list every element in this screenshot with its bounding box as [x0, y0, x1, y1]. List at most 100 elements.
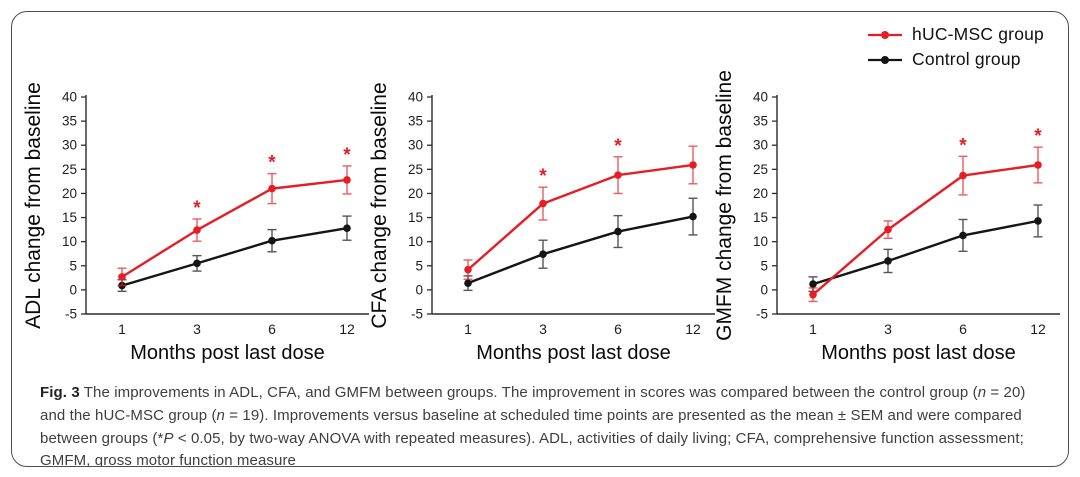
x-axis-label: Months post last dose: [476, 342, 671, 364]
svg-text:3: 3: [193, 321, 201, 337]
data-point: [343, 224, 351, 232]
data-point: [463, 265, 472, 274]
caption-segment: < 0.05, by two-way ANOVA with repeated m…: [40, 429, 1024, 467]
data-point: [959, 231, 967, 240]
svg-text:10: 10: [62, 234, 77, 249]
svg-text:20: 20: [407, 186, 422, 201]
data-point: [809, 290, 817, 299]
x-axis-ticks: 1 3 6 12: [809, 321, 1046, 337]
significance-asterisk: *: [539, 166, 547, 187]
svg-text:25: 25: [62, 162, 77, 177]
svg-text:40: 40: [753, 90, 768, 105]
figure-caption-label: Fig. 3: [40, 384, 80, 401]
data-point: [268, 184, 276, 193]
svg-text:0: 0: [415, 282, 423, 297]
legend-item-control: Control group: [867, 49, 1044, 70]
svg-text:30: 30: [753, 138, 768, 153]
series-line: [121, 226, 348, 287]
caption-segment: = 20) and the hUC-MSC group (: [40, 384, 1026, 424]
svg-text:35: 35: [407, 114, 422, 129]
figure-caption-body: The improvements in ADL, CFA, and GMFM b…: [40, 384, 1026, 467]
series-line: [466, 163, 693, 271]
chart-svg-0: 40 35 30 25 20 15 10 5 0 -5 1 3 6 12 Months post last …: [22, 82, 369, 364]
data-point: [268, 236, 276, 245]
svg-text:40: 40: [62, 90, 77, 105]
data-point: [118, 273, 126, 281]
svg-text:15: 15: [753, 210, 768, 225]
x-axis-label: Months post last dose: [130, 342, 325, 364]
svg-text:-5: -5: [410, 307, 422, 322]
data-point: [884, 225, 892, 234]
y-axis-ticks: 40 35 30 25 20 15 10 5 0 -5: [407, 90, 432, 322]
x-axis-ticks: 1 3 6 12: [464, 321, 701, 337]
y-axis-label: GMFM change from baseline: [715, 70, 736, 341]
legend-line-marker-icon: [868, 30, 903, 39]
svg-text:1: 1: [809, 321, 817, 337]
svg-text:30: 30: [407, 138, 422, 153]
x-axis-label: Months post last dose: [821, 342, 1016, 364]
svg-text:10: 10: [407, 234, 422, 249]
data-point: [538, 199, 547, 208]
significance-asterisk: *: [343, 145, 351, 166]
axes: [430, 95, 715, 315]
chart-legend: hUC-MSC group Control group: [863, 22, 1048, 72]
svg-text:15: 15: [407, 210, 422, 225]
series-control-group: [463, 197, 697, 292]
svg-text:3: 3: [539, 321, 547, 337]
chart-panel-adl: 40 35 30 25 20 15 10 5 0 -5 1 3 6 12 Months post last …: [22, 14, 369, 366]
data-point: [343, 176, 351, 184]
svg-text:35: 35: [62, 114, 77, 129]
svg-text:35: 35: [753, 114, 768, 129]
legend-label: Control group: [912, 49, 1021, 69]
svg-text:15: 15: [62, 210, 77, 225]
y-axis-label: ADL change from baseline: [24, 82, 45, 329]
legend-line-marker-icon: [868, 55, 903, 64]
series-control-group: [117, 215, 352, 293]
data-point: [688, 212, 697, 221]
series-line: [121, 178, 348, 278]
chart-panel-cfa: 40 35 30 25 20 15 10 5 0 -5 1 3 6 12 Months post last …: [368, 14, 715, 366]
y-axis-ticks: 40 35 30 25 20 15 10 5 0 -5: [753, 90, 777, 322]
significance-asterisk: *: [193, 198, 201, 219]
significance-asterisk: *: [959, 135, 967, 156]
data-point: [959, 171, 967, 180]
data-point: [193, 259, 201, 268]
svg-text:-5: -5: [756, 307, 768, 322]
series-control-group: [808, 204, 1043, 293]
y-axis-ticks: 40 35 30 25 20 15 10 5 0 -5: [62, 90, 86, 322]
svg-text:5: 5: [760, 258, 768, 273]
figure-card: 40 35 30 25 20 15 10 5 0 -5 1 3 6 12 Months post last …: [11, 11, 1069, 467]
significance-asterisk: *: [1034, 126, 1042, 147]
svg-text:30: 30: [62, 138, 77, 153]
series-line: [812, 163, 1039, 296]
svg-text:6: 6: [614, 321, 622, 337]
svg-text:40: 40: [407, 90, 422, 105]
caption-segment: n: [216, 406, 225, 424]
svg-text:1: 1: [118, 321, 126, 337]
legend-item-huc-msc: hUC-MSC group: [867, 24, 1044, 45]
data-point: [613, 171, 622, 179]
data-point: [613, 227, 622, 236]
charts-row: 40 35 30 25 20 15 10 5 0 -5 1 3 6 12 Months post last …: [12, 12, 1068, 366]
svg-text:12: 12: [339, 321, 355, 337]
axes: [776, 95, 1060, 315]
svg-text:12: 12: [685, 321, 701, 337]
series-huc-msc-group: **: [463, 136, 697, 280]
caption-segment: n: [977, 384, 987, 401]
figure-caption: Fig. 3 The improvements in ADL, CFA, and…: [12, 366, 1068, 467]
svg-text:25: 25: [407, 162, 422, 177]
data-point: [688, 161, 697, 169]
svg-text:6: 6: [268, 321, 276, 337]
series-line: [812, 219, 1039, 286]
svg-text:20: 20: [753, 186, 768, 201]
axes: [85, 95, 369, 315]
chart-panel-gmfm: 40 35 30 25 20 15 10 5 0 -5 1 3 6 12 Months post last …: [713, 14, 1060, 366]
data-point: [463, 279, 472, 287]
svg-text:6: 6: [959, 321, 967, 337]
svg-text:0: 0: [69, 282, 77, 297]
data-point: [1034, 217, 1042, 225]
series-line: [467, 215, 693, 285]
svg-text:0: 0: [760, 282, 768, 297]
svg-text:-5: -5: [65, 307, 77, 322]
x-axis-ticks: 1 3 6 12: [118, 321, 355, 337]
